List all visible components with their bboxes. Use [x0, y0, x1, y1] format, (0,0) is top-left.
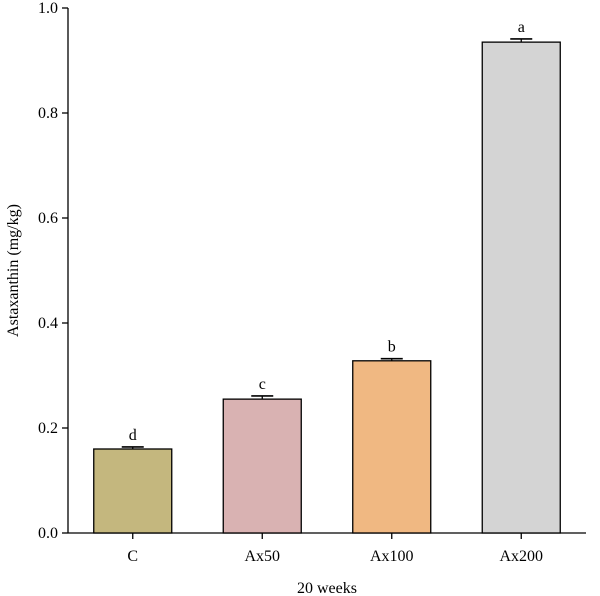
y-tick: 0.0: [38, 525, 68, 542]
y-axis-ticks: 0.0 0.2 0.4 0.6 0.8 1.0: [38, 0, 68, 542]
y-axis-label: Astaxanthin (mg/kg): [5, 204, 22, 337]
significance-label: c: [259, 376, 266, 393]
y-tick-label: 0.6: [38, 210, 58, 227]
x-tick-label: Ax200: [499, 548, 543, 565]
x-axis-label: 20 weeks: [297, 580, 357, 596]
x-tick-label: Ax100: [370, 548, 414, 565]
significance-label: b: [388, 339, 396, 356]
bar: [481, 41, 561, 534]
x-tick: C: [127, 533, 138, 565]
y-tick: 0.2: [38, 420, 68, 437]
bars: d c b a: [93, 19, 561, 534]
x-tick: Ax100: [370, 533, 414, 565]
x-tick-label: C: [127, 548, 138, 565]
x-axis-ticks: C Ax50 Ax100 Ax200: [127, 533, 543, 565]
bar: [93, 448, 173, 534]
significance-label: d: [129, 427, 137, 444]
bar-group-ax50: c: [222, 376, 302, 534]
y-tick-label: 1.0: [38, 0, 58, 17]
bar: [352, 360, 432, 534]
y-tick: 1.0: [38, 0, 68, 17]
y-tick: 0.6: [38, 210, 68, 227]
significance-label: a: [518, 19, 525, 36]
bar-group-ax200: a: [481, 19, 561, 534]
y-tick: 0.4: [38, 315, 68, 332]
x-tick: Ax200: [499, 533, 543, 565]
x-tick-label: Ax50: [244, 548, 280, 565]
bar-group-ax100: b: [352, 339, 432, 534]
y-tick: 0.8: [38, 105, 68, 122]
y-tick-label: 0.4: [38, 315, 58, 332]
x-tick: Ax50: [244, 533, 280, 565]
y-tick-label: 0.0: [38, 525, 58, 542]
bar: [222, 398, 302, 534]
y-tick-label: 0.2: [38, 420, 58, 437]
y-tick-label: 0.8: [38, 105, 58, 122]
bar-group-c: d: [93, 427, 173, 534]
